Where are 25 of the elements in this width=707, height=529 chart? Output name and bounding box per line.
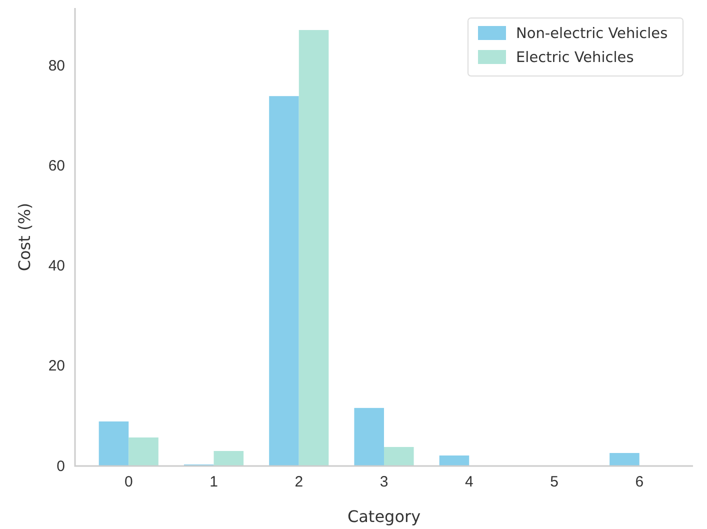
- bar: [439, 455, 470, 466]
- bar: [214, 450, 244, 466]
- x-tick-label: 5: [550, 474, 558, 491]
- legend-label: Electric Vehicles: [516, 50, 634, 66]
- x-tick-label: 0: [124, 474, 133, 491]
- bar: [269, 96, 299, 466]
- x-tick-label: 4: [464, 474, 474, 491]
- bar: [298, 30, 329, 466]
- y-tick-label: 40: [48, 258, 65, 275]
- x-tick-label: 6: [635, 474, 644, 491]
- x-tick-label: 3: [380, 474, 388, 491]
- bar: [354, 408, 384, 466]
- y-tick-label: 20: [48, 358, 65, 375]
- x-tick-label: 2: [294, 474, 304, 491]
- y-axis-title: Cost (%): [15, 202, 34, 272]
- x-tick-label: 1: [210, 474, 218, 491]
- bar: [384, 446, 414, 466]
- y-tick-label: 60: [48, 157, 65, 174]
- y-tick-label: 0: [56, 458, 65, 475]
- legend-label: Non-electric Vehicles: [516, 26, 668, 42]
- bar: [128, 437, 158, 466]
- bar: [98, 421, 129, 466]
- x-axis-title: Category: [347, 507, 421, 526]
- bar: [610, 452, 640, 466]
- y-tick-label: 80: [48, 57, 65, 74]
